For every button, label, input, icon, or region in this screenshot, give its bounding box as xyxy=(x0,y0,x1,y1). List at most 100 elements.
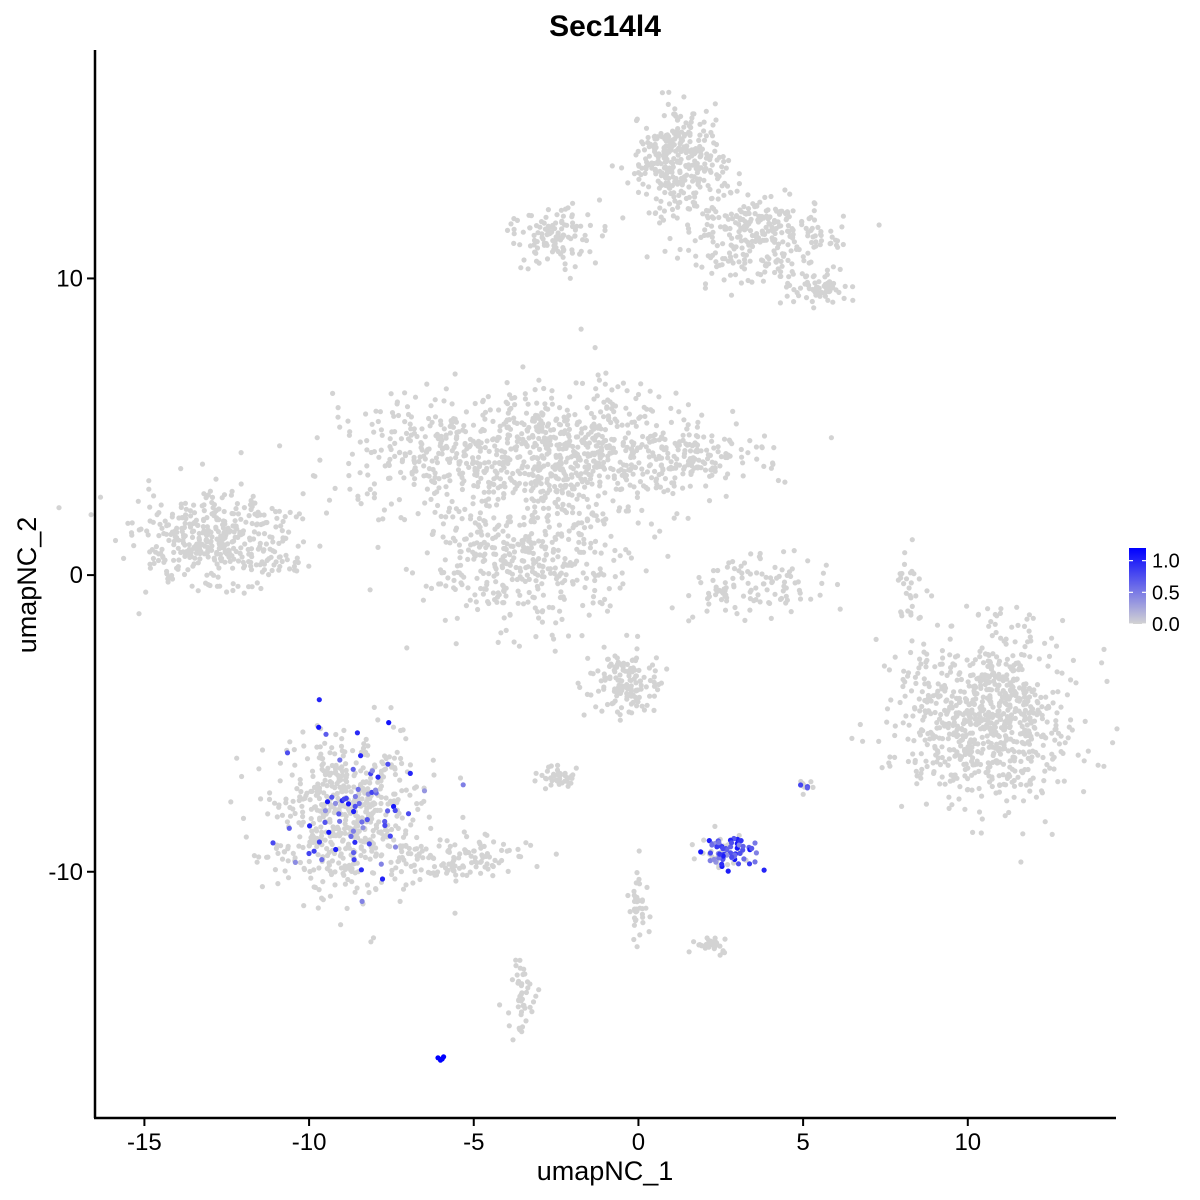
cell-point xyxy=(598,426,604,432)
cell-point xyxy=(224,589,230,595)
cell-point xyxy=(703,941,709,948)
cell-point xyxy=(252,500,258,506)
cell-point xyxy=(349,451,355,457)
cell-point xyxy=(379,432,385,438)
cell-point xyxy=(693,253,699,259)
cell-point xyxy=(527,225,533,231)
cell-point xyxy=(441,398,447,404)
cell-point xyxy=(709,459,715,465)
cell-point xyxy=(1034,731,1040,737)
cell-point xyxy=(387,444,393,450)
cell-point xyxy=(254,859,260,865)
cell-point xyxy=(924,763,930,770)
cell-point xyxy=(281,849,288,855)
cell-point xyxy=(196,530,202,537)
cell-point xyxy=(398,845,404,852)
cell-point xyxy=(358,867,364,873)
cell-point xyxy=(628,677,634,684)
cell-point xyxy=(738,838,744,844)
cell-point xyxy=(207,539,213,546)
cell-point xyxy=(822,293,829,299)
cell-point xyxy=(661,489,667,495)
cell-point xyxy=(1032,725,1038,731)
cell-point xyxy=(527,1004,533,1010)
cell-point xyxy=(254,522,260,528)
cell-point xyxy=(291,747,297,753)
cell-point xyxy=(471,483,477,489)
cell-point xyxy=(958,737,964,744)
cell-point xyxy=(369,768,375,774)
cell-point xyxy=(314,435,320,441)
cell-point xyxy=(788,573,794,580)
cell-point xyxy=(752,211,758,217)
cell-point xyxy=(646,210,652,216)
cell-point xyxy=(490,873,496,879)
cell-point xyxy=(952,753,958,759)
cell-point xyxy=(574,481,581,487)
cell-point xyxy=(342,811,348,818)
cell-point xyxy=(1059,670,1065,676)
cell-point xyxy=(1050,689,1056,695)
cell-point xyxy=(357,439,363,445)
cell-point xyxy=(636,163,642,169)
cell-point xyxy=(1065,735,1071,741)
cell-point xyxy=(785,242,791,248)
cell-point xyxy=(391,755,397,761)
cell-point xyxy=(1041,778,1047,784)
cell-point xyxy=(576,456,582,462)
cell-point xyxy=(363,770,369,776)
cell-point xyxy=(332,485,338,491)
cell-point xyxy=(311,804,317,810)
cell-point xyxy=(637,905,643,911)
cell-point xyxy=(752,238,759,244)
cell-point xyxy=(716,840,722,846)
cell-point xyxy=(482,831,488,837)
cell-point xyxy=(572,233,578,239)
cell-point xyxy=(432,414,439,420)
cell-point xyxy=(661,113,667,119)
cell-point xyxy=(919,766,925,772)
cell-point xyxy=(932,745,938,751)
cell-point xyxy=(611,475,618,481)
cell-point xyxy=(1004,656,1011,662)
cell-point xyxy=(924,651,930,657)
cell-point xyxy=(500,558,506,564)
cell-point xyxy=(541,455,547,461)
cell-point xyxy=(923,664,929,670)
cell-point xyxy=(582,584,588,591)
cell-point xyxy=(322,740,328,746)
cell-point xyxy=(420,597,426,603)
cell-point xyxy=(646,929,652,935)
cell-point xyxy=(432,509,438,515)
cell-point xyxy=(565,783,571,789)
cell-point xyxy=(696,574,702,581)
cell-point xyxy=(435,869,441,875)
cell-point xyxy=(706,498,713,504)
cell-point xyxy=(1038,733,1045,740)
cell-point xyxy=(945,736,951,742)
cell-point xyxy=(689,842,695,848)
cell-point xyxy=(518,265,524,271)
cell-point xyxy=(752,840,758,846)
cell-point xyxy=(636,460,642,466)
cell-point xyxy=(457,851,463,857)
cell-point xyxy=(392,766,398,772)
cell-point xyxy=(652,166,658,172)
cell-point xyxy=(511,639,517,645)
cell-point xyxy=(667,146,673,152)
cell-point xyxy=(284,819,290,825)
cell-point xyxy=(892,723,898,729)
cell-point xyxy=(671,194,677,200)
cell-point xyxy=(761,463,767,469)
cell-point xyxy=(319,857,325,863)
cell-point xyxy=(373,825,380,831)
cell-point xyxy=(818,231,824,238)
cell-point xyxy=(309,768,316,774)
cell-point xyxy=(1042,640,1048,646)
cell-point xyxy=(490,418,496,424)
cell-point xyxy=(196,545,203,551)
cell-point xyxy=(754,570,760,576)
cell-point xyxy=(573,380,579,386)
cell-point xyxy=(722,580,728,586)
cell-point xyxy=(474,575,480,581)
